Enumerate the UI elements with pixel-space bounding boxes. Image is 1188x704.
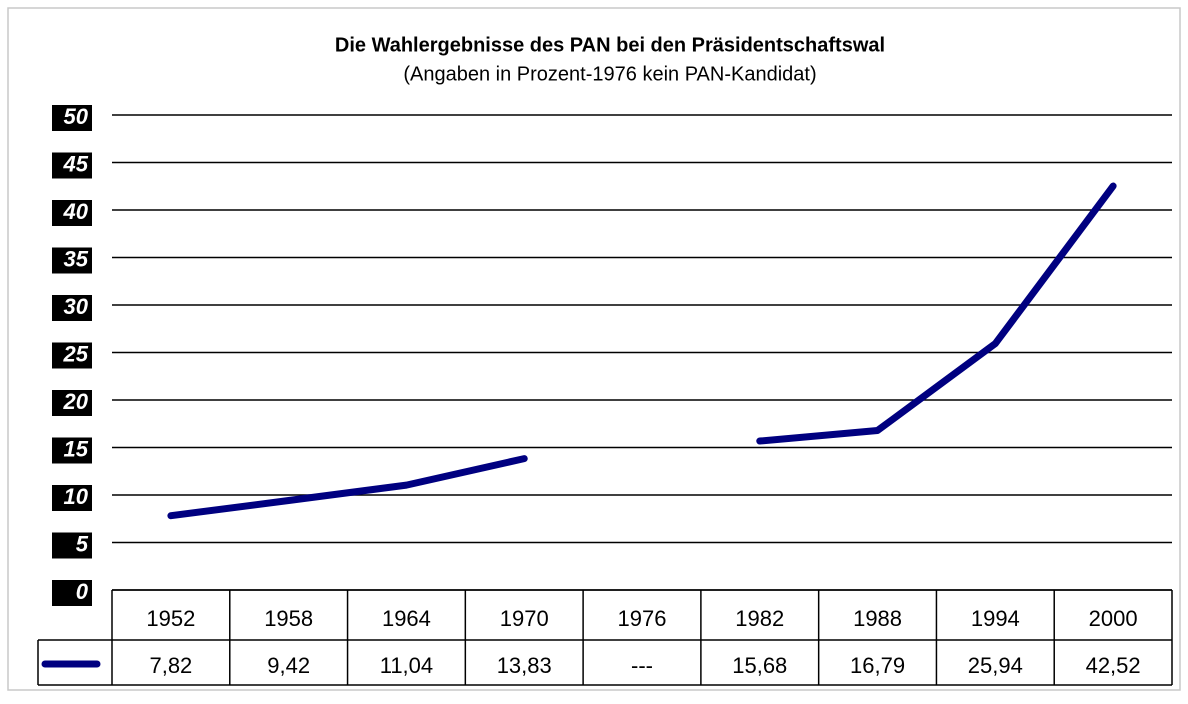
x-tick-label: 1976 xyxy=(618,606,667,631)
y-tick-label: 40 xyxy=(63,199,89,224)
x-tick-label: 1982 xyxy=(735,606,784,631)
y-tick-label: 20 xyxy=(63,389,89,414)
chart-frame xyxy=(7,7,1181,691)
y-tick-label: 25 xyxy=(63,341,89,366)
y-tick-label: 0 xyxy=(76,579,89,604)
data-line xyxy=(167,182,1117,520)
value-label: 25,94 xyxy=(968,653,1023,678)
y-tick-box xyxy=(52,105,92,131)
value-label: 11,04 xyxy=(380,653,433,678)
x-tick-label: 1988 xyxy=(853,606,902,631)
value-label: 15,68 xyxy=(732,653,787,678)
value-label: 13,83 xyxy=(497,653,552,678)
value-label: --- xyxy=(631,653,653,678)
chart-subtitle: (Angaben in Prozent-1976 kein PAN-Kandid… xyxy=(403,63,816,85)
y-tick-box xyxy=(52,580,92,606)
x-tick-label: 1970 xyxy=(500,606,549,631)
y-tick-box xyxy=(52,532,92,559)
y-tick-box xyxy=(52,152,92,179)
y-tick-label: 45 xyxy=(63,151,89,176)
value-label: 7,82 xyxy=(149,653,192,678)
y-tick-label: 5 xyxy=(76,531,89,556)
y-tick-label: 10 xyxy=(64,484,89,509)
x-tick-label: 1994 xyxy=(971,606,1020,631)
chart-title: Die Wahlergebnisse des PAN bei den Präsi… xyxy=(335,34,885,56)
value-label: 9,42 xyxy=(267,653,310,678)
y-tick-box xyxy=(52,390,92,416)
y-tick-label: 30 xyxy=(64,294,89,319)
y-tick-box xyxy=(52,200,92,226)
value-label: 42,52 xyxy=(1086,653,1141,678)
value-label: 16,79 xyxy=(850,653,905,678)
x-tick-label: 2000 xyxy=(1089,606,1138,631)
y-tick-box xyxy=(52,437,92,464)
y-tick-label: 35 xyxy=(64,246,89,271)
x-tick-label: 1964 xyxy=(382,606,431,631)
y-tick-label: 50 xyxy=(64,104,89,129)
y-tick-label: 15 xyxy=(64,436,89,461)
x-tick-label: 1952 xyxy=(146,606,195,631)
y-tick-box xyxy=(52,295,92,321)
y-tick-box xyxy=(52,247,92,274)
y-tick-box xyxy=(52,342,92,369)
x-tick-label: 1958 xyxy=(264,606,313,631)
y-tick-box xyxy=(52,485,92,511)
